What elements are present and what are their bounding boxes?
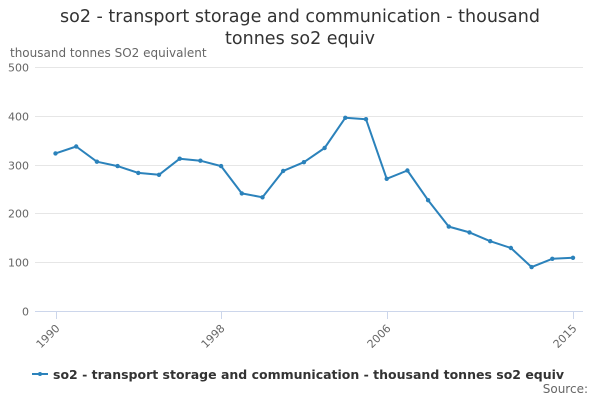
data-point-1992[interactable] — [94, 159, 100, 164]
data-point-2011[interactable] — [488, 239, 493, 244]
data-point-1991[interactable] — [74, 144, 79, 149]
data-point-2002[interactable] — [301, 160, 307, 165]
y-axis-tick-labels: 0 100 200 300 400 500 — [8, 62, 29, 319]
x-tick-label-1990: 1990 — [34, 322, 63, 351]
chart-title: so2 - transport storage and communicatio… — [0, 6, 600, 50]
data-point-2014[interactable] — [550, 256, 555, 261]
data-point-1996[interactable] — [177, 156, 182, 161]
data-point-2010[interactable] — [467, 230, 472, 235]
data-point-2007[interactable] — [405, 168, 410, 173]
y-tick-label-300: 300 — [8, 160, 29, 173]
chart-title-line-2: tonnes so2 equiv — [225, 29, 375, 49]
y-tick-label-500: 500 — [8, 62, 29, 75]
data-point-2000[interactable] — [260, 195, 265, 200]
data-point-1995[interactable] — [156, 172, 162, 177]
source-label[interactable]: Source: — [542, 382, 588, 396]
data-point-1994[interactable] — [136, 170, 141, 176]
data-point-1997[interactable] — [198, 158, 203, 163]
data-point-2001[interactable] — [281, 168, 286, 174]
data-point-1998[interactable] — [218, 163, 224, 169]
data-point-2006[interactable] — [384, 176, 389, 181]
y-axis-title: thousand tonnes SO2 equivalent — [10, 46, 207, 60]
data-point-1993[interactable] — [115, 163, 120, 169]
data-point-2003[interactable] — [322, 145, 327, 151]
data-point-2008[interactable] — [425, 198, 431, 203]
legend-label: so2 - transport storage and communicatio… — [53, 366, 565, 382]
data-point-2012[interactable] — [508, 245, 514, 251]
y-tick-label-200: 200 — [8, 208, 29, 221]
gridlines — [35, 67, 583, 263]
x-tick-label-2015: 2015 — [551, 322, 580, 351]
data-point-2015[interactable] — [570, 255, 576, 260]
x-tick-label-1998: 1998 — [199, 322, 228, 351]
chart-title-line-1: so2 - transport storage and communicatio… — [60, 7, 540, 27]
data-point-2004[interactable] — [343, 115, 348, 121]
data-point-1999[interactable] — [239, 191, 244, 196]
y-tick-label-400: 400 — [8, 111, 29, 124]
x-axis-tick-labels: 1990 1998 2006 2015 — [34, 322, 580, 351]
legend-item[interactable]: so2 - transport storage and communicatio… — [32, 365, 564, 383]
data-point-2013[interactable] — [529, 264, 534, 270]
y-tick-label-0: 0 — [22, 306, 29, 319]
legend-swatch-icon — [32, 369, 48, 379]
y-tick-label-100: 100 — [8, 257, 29, 270]
data-point-2005[interactable] — [363, 117, 369, 122]
x-tick-label-2006: 2006 — [365, 322, 394, 351]
data-point-2009[interactable] — [446, 224, 451, 229]
x-axis — [35, 311, 583, 319]
data-point-1990[interactable] — [53, 151, 58, 156]
series-layer — [53, 115, 576, 270]
series-line — [54, 116, 574, 269]
